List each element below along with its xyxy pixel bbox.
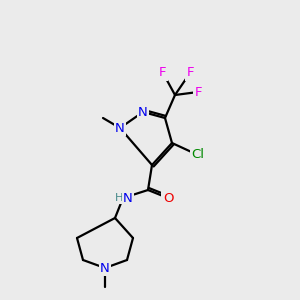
Text: O: O (163, 191, 173, 205)
Text: N: N (138, 106, 148, 118)
Text: N: N (115, 122, 125, 134)
Text: N: N (123, 191, 133, 205)
Text: F: F (159, 67, 167, 80)
Text: F: F (186, 67, 194, 80)
Text: Cl: Cl (191, 148, 205, 161)
Text: F: F (194, 85, 202, 98)
Text: H: H (115, 193, 123, 203)
Text: N: N (100, 262, 110, 275)
